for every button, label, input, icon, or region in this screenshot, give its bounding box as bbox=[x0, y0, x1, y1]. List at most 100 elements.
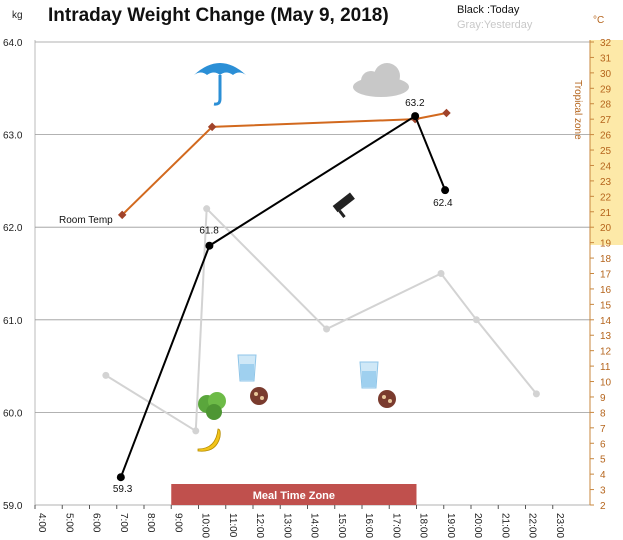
x-tick-label: 13:00 bbox=[281, 513, 292, 538]
x-tick-label: 23:00 bbox=[554, 513, 565, 538]
x-tick-label: 22:00 bbox=[527, 513, 538, 538]
room-temp-point bbox=[117, 210, 127, 220]
x-tick-label: 6:00 bbox=[91, 513, 102, 533]
today-data-label: 59.3 bbox=[113, 484, 133, 495]
right-tick-label: 9 bbox=[600, 393, 606, 404]
right-tick-label: 6 bbox=[600, 439, 606, 450]
today-point bbox=[116, 473, 125, 482]
x-tick-label: 15:00 bbox=[336, 513, 347, 538]
x-tick-label: 19:00 bbox=[445, 513, 456, 538]
water-glass-icon bbox=[359, 361, 379, 389]
right-tick-label: 12 bbox=[600, 347, 612, 358]
yesterday-point bbox=[532, 390, 540, 398]
x-tick-label: 12:00 bbox=[254, 513, 265, 538]
right-tick-label: 18 bbox=[600, 254, 612, 265]
right-tick-label: 30 bbox=[600, 69, 612, 80]
left-tick-label: 59.0 bbox=[3, 501, 23, 512]
x-tick-label: 14:00 bbox=[309, 513, 320, 538]
x-tick-label: 20:00 bbox=[472, 513, 483, 538]
today-data-label: 61.8 bbox=[199, 226, 219, 237]
x-tick-label: 11:00 bbox=[227, 513, 238, 538]
gridlines bbox=[34, 40, 590, 506]
right-tick-label: 22 bbox=[600, 192, 612, 203]
x-axis: 4:00 5:00 6:00 7:00 8:00 9:00 10:00 11:00 12:00 1… bbox=[34, 505, 565, 538]
x-tick-label: 10:00 bbox=[200, 513, 211, 538]
banana-icon bbox=[197, 428, 221, 452]
today-line bbox=[119, 114, 447, 478]
today-point bbox=[205, 241, 214, 250]
right-tick-label: 31 bbox=[600, 53, 612, 64]
legend-today: Black :Today bbox=[457, 4, 520, 16]
tropical-zone-label: Tropical zone bbox=[572, 80, 583, 140]
room-temp-line bbox=[121, 112, 447, 216]
right-tick-label: 28 bbox=[600, 100, 612, 111]
right-tick-label: 17 bbox=[600, 270, 612, 281]
room-temp-label: Room Temp bbox=[59, 215, 113, 226]
x-tick-label: 17:00 bbox=[390, 513, 401, 538]
legend-yesterday: Gray:Yesterday bbox=[457, 19, 533, 31]
right-tick-label: 3 bbox=[600, 486, 606, 497]
right-tick-label: 26 bbox=[600, 131, 612, 142]
today-data-label: 63.2 bbox=[405, 98, 425, 109]
left-tick-label: 63.0 bbox=[3, 131, 23, 142]
meal-time-zone-label: Meal Time Zone bbox=[253, 490, 335, 502]
right-tick-label: 2 bbox=[600, 501, 606, 512]
right-tick-label: 13 bbox=[600, 331, 612, 342]
right-tick-label: 29 bbox=[600, 84, 612, 95]
room-temp-point bbox=[207, 122, 217, 132]
today-point bbox=[411, 112, 420, 121]
yesterday-point bbox=[203, 205, 211, 213]
x-tick-label: 5:00 bbox=[63, 513, 74, 533]
right-tick-label: 19 bbox=[600, 239, 612, 250]
right-tick-label: 32 bbox=[600, 38, 612, 49]
right-tick-label: 14 bbox=[600, 316, 612, 327]
right-tick-label: 27 bbox=[600, 115, 612, 126]
right-tick-label: 24 bbox=[600, 161, 612, 172]
x-tick-label: 7:00 bbox=[118, 513, 129, 533]
series-layer: 59.3 61.8 63.2 62.4 bbox=[102, 98, 540, 495]
right-tick-label: 4 bbox=[600, 470, 606, 481]
right-tick-label: 25 bbox=[600, 146, 612, 157]
today-point bbox=[441, 186, 450, 195]
yesterday-point bbox=[437, 270, 445, 277]
right-tick-label: 23 bbox=[600, 177, 612, 188]
today-data-label: 62.4 bbox=[433, 198, 453, 209]
right-axis-unit: °C bbox=[593, 15, 604, 26]
tropical-zone-band bbox=[590, 40, 623, 245]
left-axis: 59.0 60.0 61.0 62.0 63.0 64.0 bbox=[3, 38, 23, 512]
right-tick-label: 5 bbox=[600, 455, 606, 466]
x-tick-label: 18:00 bbox=[418, 513, 429, 538]
yesterday-point bbox=[472, 316, 480, 324]
meal-time-zone bbox=[171, 484, 417, 505]
yesterday-point bbox=[323, 325, 331, 333]
left-tick-label: 60.0 bbox=[3, 408, 23, 419]
umbrella-icon bbox=[194, 63, 246, 106]
x-tick-label: 8:00 bbox=[145, 513, 156, 533]
room-temp-point bbox=[442, 108, 451, 118]
yesterday-point bbox=[102, 371, 110, 379]
left-tick-label: 61.0 bbox=[3, 316, 23, 327]
lettuce-icon bbox=[198, 392, 226, 420]
chart-title: Intraday Weight Change (May 9, 2018) bbox=[48, 5, 389, 26]
water-glass-icon bbox=[237, 354, 257, 382]
left-tick-label: 64.0 bbox=[3, 38, 23, 49]
cookie-icon bbox=[378, 390, 396, 408]
right-tick-label: 16 bbox=[600, 285, 612, 296]
right-tick-label: 7 bbox=[600, 424, 606, 435]
x-tick-label: 21:00 bbox=[499, 513, 510, 538]
hair-dryer-icon bbox=[332, 192, 355, 218]
yesterday-point bbox=[192, 427, 200, 435]
left-axis-unit: kg bbox=[12, 10, 23, 21]
right-axis: 2345678910111213141516171819202122232425… bbox=[589, 38, 612, 512]
right-tick-label: 11 bbox=[600, 362, 611, 373]
right-tick-label: 15 bbox=[600, 300, 612, 311]
right-tick-label: 21 bbox=[600, 208, 612, 219]
right-tick-label: 8 bbox=[600, 408, 606, 419]
right-tick-label: 20 bbox=[600, 223, 612, 234]
left-tick-label: 62.0 bbox=[3, 223, 23, 234]
x-tick-label: 16:00 bbox=[363, 513, 374, 538]
cookie-icon bbox=[250, 387, 268, 405]
cloud-icon bbox=[353, 63, 409, 97]
right-tick-label: 10 bbox=[600, 378, 612, 389]
